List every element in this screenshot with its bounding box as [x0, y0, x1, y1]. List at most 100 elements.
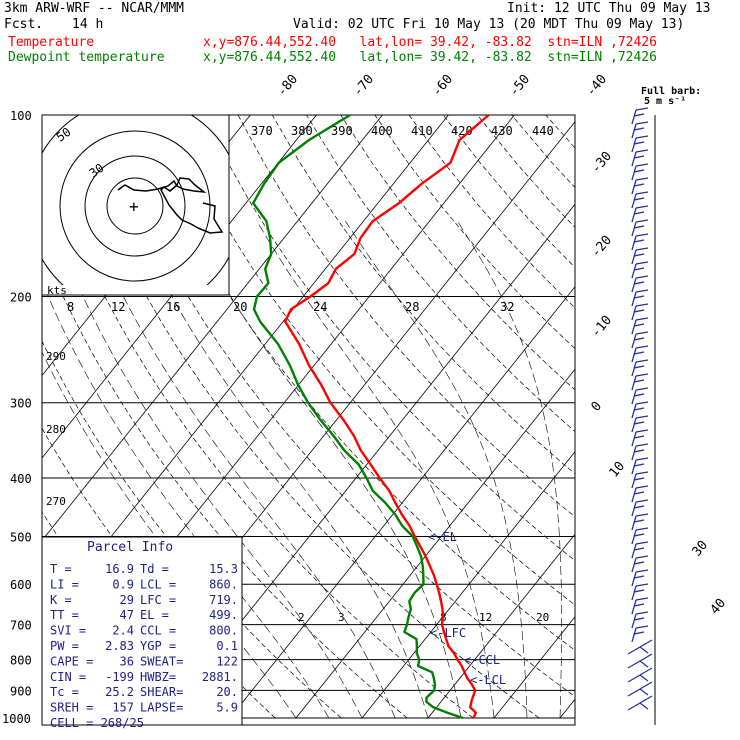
barb-flag-full	[635, 303, 649, 307]
barb-legend-units: 5 m s⁻¹	[644, 96, 686, 107]
barb-flag-half	[633, 281, 645, 285]
pressure-tick-label: 400	[10, 472, 32, 486]
wind-barb	[631, 163, 649, 181]
parcel-row-label-2: SHEAR=	[140, 685, 183, 699]
dry-adiabat-line	[42, 142, 474, 719]
wind-barb	[631, 555, 649, 573]
forecast-hour: 14 h	[72, 17, 104, 32]
parcel-level-markers: <-EL <-LFC <-CCL <-LCL	[428, 530, 506, 687]
wind-barb	[631, 233, 649, 251]
barb-flag-full	[635, 359, 649, 363]
isotherm-line	[163, 203, 575, 719]
parcel-row-label: CAPE =	[50, 654, 93, 668]
temperature-legend: Temperature	[8, 35, 95, 50]
isotherm-label: -50	[507, 72, 534, 100]
barb-staff	[631, 375, 637, 391]
wind-barb	[631, 205, 649, 223]
wind-barb	[631, 317, 649, 335]
barb-flag-half	[633, 197, 645, 201]
wind-barb	[631, 471, 649, 489]
barb-flag-full	[635, 485, 649, 489]
parcel-row-label: SVI =	[50, 624, 86, 638]
hodograph-center-mark: +	[129, 197, 139, 216]
barb-staff	[631, 529, 637, 545]
parcel-row-value-2: 0.1	[216, 639, 238, 653]
pw-scale-label: 12	[111, 300, 125, 314]
moist-adiabat-line	[578, 221, 608, 718]
wind-barb	[631, 527, 649, 545]
parcel-row-label-2: SWEAT=	[140, 654, 183, 668]
barb-staff	[631, 319, 637, 335]
wind-barb	[631, 219, 649, 237]
el-marker: <-EL	[428, 530, 457, 544]
wind-barb	[631, 373, 649, 391]
parcel-row-value: 2.4	[112, 624, 134, 638]
parcel-row-label-2: LAPSE=	[140, 701, 183, 715]
barb-staff	[631, 459, 637, 475]
isotherm-line	[295, 368, 575, 719]
wind-barb	[631, 261, 649, 279]
isotherm-label: -80	[275, 72, 302, 100]
barb-flag-full	[635, 121, 649, 125]
barb-flag-half	[633, 561, 645, 565]
barb-staff	[631, 403, 637, 419]
barb-staff	[631, 277, 637, 293]
barb-flag-half	[633, 589, 645, 593]
barb-staff	[631, 361, 637, 377]
barb-staff	[631, 109, 637, 125]
wind-barb	[631, 247, 649, 265]
parcel-row-value: -199	[105, 670, 134, 684]
pressure-tick-label: 300	[10, 397, 32, 411]
pw-scale-label: 20	[233, 300, 247, 314]
barb-flag-full	[635, 499, 649, 503]
isotherm-line	[493, 616, 575, 719]
barb-flag-half	[633, 547, 645, 551]
moist-adiabat-line	[457, 221, 562, 719]
parcel-row-label: SREH =	[50, 701, 93, 715]
barb-staff	[631, 473, 637, 489]
barb-flag-half	[633, 519, 645, 523]
barb-staff	[631, 123, 637, 139]
isotherm-label: -70	[351, 72, 378, 100]
barb-flag-half	[633, 155, 645, 159]
parcel-row-value-2: 2881.	[202, 670, 238, 684]
barb-flag-full	[635, 471, 649, 475]
lfc-marker: <-LFC	[430, 626, 466, 640]
hodograph-ring-label-50: 50	[54, 125, 74, 145]
barb-flag-half	[633, 477, 645, 481]
barb-flag-half	[633, 337, 645, 341]
parcel-row-value: 47	[120, 608, 134, 622]
barb-staff	[631, 487, 637, 503]
barb-flag-full	[639, 646, 649, 654]
barb-flag-full	[635, 191, 649, 195]
wind-barb	[631, 499, 649, 517]
barb-flag-full	[635, 331, 649, 335]
dry-adiabat-line	[580, 115, 740, 718]
pressure-tick-label: 800	[10, 654, 32, 668]
parcel-row-value: 0.9	[112, 577, 134, 591]
wind-barb	[631, 611, 649, 629]
barb-staff	[631, 263, 637, 279]
hodograph-ring-label-30: 30	[87, 161, 107, 181]
wind-barb	[631, 541, 649, 559]
barb-flag-full	[635, 527, 649, 531]
wind-barb	[631, 625, 649, 643]
pw-scale-label: 16	[166, 300, 180, 314]
parcel-row-label-2: YGP =	[140, 639, 176, 653]
pw-scale-label: 28	[405, 300, 419, 314]
theta-e-label: 410	[411, 124, 433, 138]
dry-adiabat-line	[135, 115, 575, 651]
barb-flag-full	[639, 702, 649, 710]
wind-barb	[631, 443, 649, 461]
wind-barb	[631, 415, 649, 433]
theta-e-label: 440	[532, 124, 554, 138]
barb-staff	[631, 333, 637, 349]
dry-adiabat-line	[306, 115, 575, 433]
barb-flag-half	[633, 351, 645, 355]
barb-flag-half	[633, 127, 645, 131]
barb-staff	[631, 291, 637, 307]
temperature-trace	[284, 115, 490, 719]
parcel-row-label: CIN =	[50, 670, 86, 684]
barb-flag-full	[635, 597, 649, 601]
